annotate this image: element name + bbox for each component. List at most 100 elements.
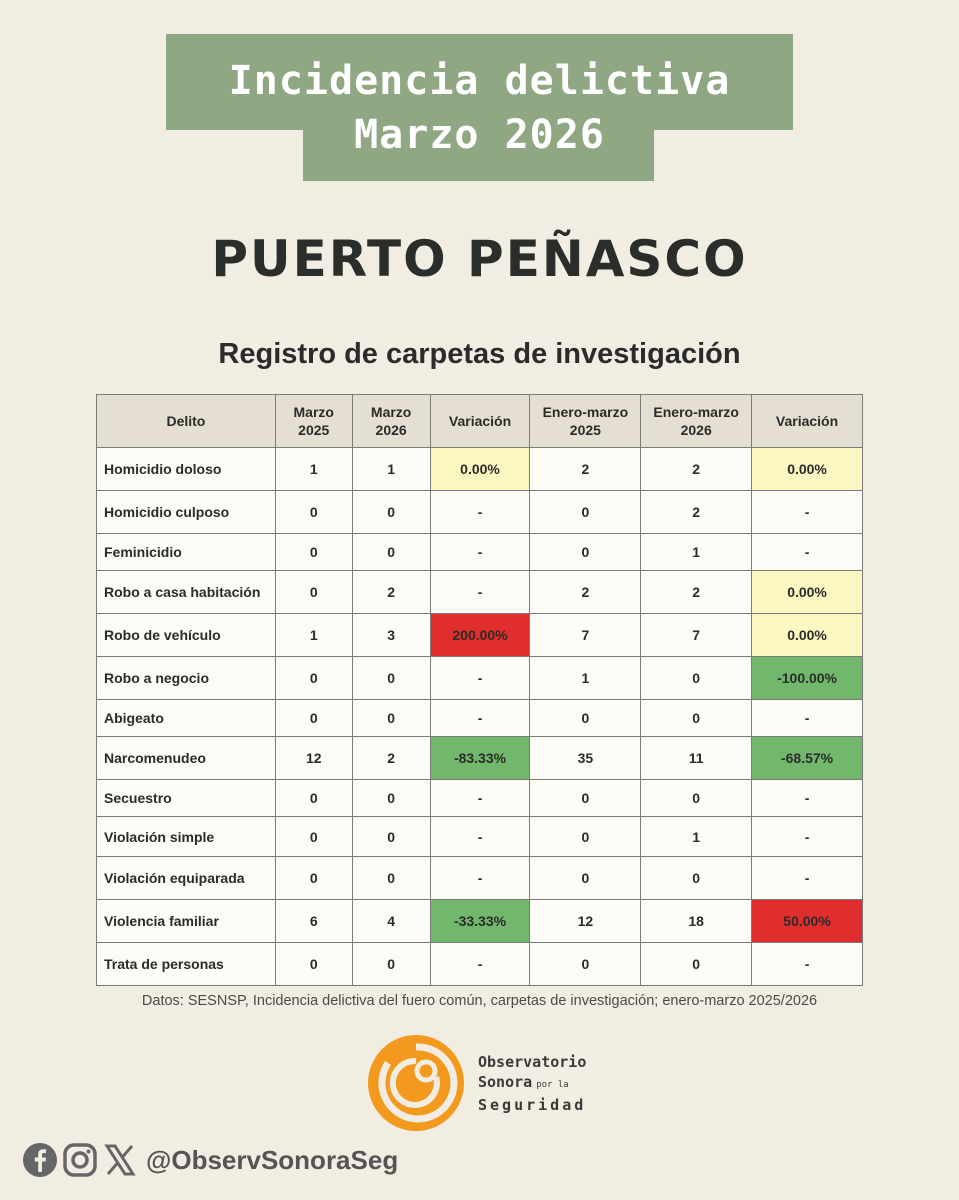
- cell-variacion-enero-marzo: 50.00%: [751, 899, 863, 943]
- cell-variacion-enero-marzo: 0.00%: [751, 570, 863, 614]
- social-handle[interactable]: @ObservSonoraSeg: [146, 1144, 399, 1175]
- cell-marzo-2026: 1: [351, 447, 431, 491]
- cell-delito: Violación equiparada: [96, 856, 276, 900]
- cell-variacion-marzo: -: [429, 490, 531, 534]
- table-subtitle: Registro de carpetas de investigación: [218, 338, 741, 370]
- cell-marzo-2025: 0: [274, 942, 353, 986]
- observatorio-logo-icon: [368, 1035, 464, 1131]
- cell-marzo-2026: 2: [351, 736, 431, 780]
- header-cell-1: Marzo 2025: [274, 394, 353, 448]
- cell-marzo-2026: 0: [351, 699, 431, 737]
- cell-marzo-2026: 0: [351, 490, 431, 534]
- cell-marzo-2026: 0: [351, 816, 431, 857]
- social-bar: @ObservSonoraSeg: [22, 1140, 398, 1180]
- cell-variacion-enero-marzo: 0.00%: [751, 613, 863, 657]
- table-row: Robo de vehículo 1 3 200.00% 7 7 0.00%: [96, 613, 863, 657]
- x-icon[interactable]: [102, 1142, 138, 1178]
- cell-variacion-marzo: -: [429, 699, 531, 737]
- cell-variacion-enero-marzo: -68.57%: [751, 736, 863, 780]
- table-row: Violencia familiar 6 4 -33.33% 12 18 50.00%: [96, 899, 863, 943]
- cell-marzo-2026: 0: [351, 942, 431, 986]
- cell-variacion-enero-marzo: -: [751, 942, 863, 986]
- title-line-1: Incidencia delictiva: [228, 58, 731, 104]
- cell-variacion-enero-marzo: -: [751, 699, 863, 737]
- cell-variacion-enero-marzo: 0.00%: [751, 447, 863, 491]
- cell-marzo-2025: 0: [274, 816, 353, 857]
- logo-text: Observatorio Sonora por la Seguridad: [478, 1052, 586, 1115]
- source-note: Datos: SESNSP, Incidencia delictiva del …: [141, 993, 818, 1009]
- cell-enero-marzo-2026: 0: [640, 779, 753, 817]
- table-body: Homicidio doloso 1 1 0.00% 2 2 0.00% Homicidio …: [96, 447, 863, 986]
- header-cell-3: Variación: [429, 394, 531, 448]
- cell-marzo-2025: 0: [274, 533, 353, 571]
- cell-variacion-enero-marzo: -100.00%: [751, 656, 863, 700]
- logo-line-3: Seguridad: [478, 1096, 587, 1114]
- cell-variacion-marzo: -: [429, 779, 531, 817]
- table-row: Violación simple 0 0-0 1-: [96, 816, 863, 857]
- table-row: Homicidio doloso 1 1 0.00% 2 2 0.00%: [96, 447, 863, 491]
- logo-line-1: Observatorio: [478, 1053, 587, 1071]
- cell-enero-marzo-2025: 0: [529, 779, 642, 817]
- page-title: Incidencia delictiva Marzo 2026: [166, 54, 793, 162]
- cell-enero-marzo-2025: 1: [529, 656, 642, 700]
- cell-enero-marzo-2026: 7: [640, 613, 753, 657]
- cell-marzo-2025: 0: [274, 779, 353, 817]
- incidence-table: Delito Marzo 2025 Marzo 2026 Variación Enero-m…: [96, 394, 863, 986]
- table-row: Narcomenudeo 12 2 -83.33% 35 11 -68.57%: [96, 736, 863, 780]
- cell-enero-marzo-2025: 0: [529, 533, 642, 571]
- cell-enero-marzo-2025: 0: [529, 490, 642, 534]
- cell-delito: Homicidio culposo: [96, 490, 276, 534]
- logo-line-2-main: Sonora: [478, 1073, 533, 1091]
- cell-marzo-2026: 0: [351, 779, 431, 817]
- cell-variacion-enero-marzo: -: [751, 533, 863, 571]
- cell-delito: Robo a negocio: [96, 656, 276, 700]
- header-cell-5: Enero-marzo 2026: [640, 394, 753, 448]
- cell-variacion-marzo: -: [429, 656, 531, 700]
- cell-enero-marzo-2025: 12: [529, 899, 642, 943]
- cell-variacion-marzo: -: [429, 856, 531, 900]
- cell-marzo-2025: 1: [274, 613, 353, 657]
- cell-enero-marzo-2026: 0: [640, 656, 753, 700]
- cell-enero-marzo-2025: 0: [529, 942, 642, 986]
- table-row: Trata de personas 0 0-0 0-: [96, 942, 863, 986]
- title-banner: [166, 34, 793, 130]
- cell-delito: Narcomenudeo: [96, 736, 276, 780]
- cell-variacion-enero-marzo: -: [751, 856, 863, 900]
- cell-marzo-2025: 0: [274, 570, 353, 614]
- cell-marzo-2026: 0: [351, 656, 431, 700]
- cell-variacion-marzo: 200.00%: [429, 613, 531, 657]
- table-row: Homicidio culposo 0 0-0 2-: [96, 490, 863, 534]
- facebook-icon[interactable]: [22, 1142, 58, 1178]
- cell-enero-marzo-2025: 0: [529, 856, 642, 900]
- cell-variacion-enero-marzo: -: [751, 490, 863, 534]
- table-row: Abigeato 0 0-0 0-: [96, 699, 863, 737]
- instagram-icon[interactable]: [62, 1142, 98, 1178]
- cell-marzo-2025: 0: [274, 490, 353, 534]
- cell-delito: Violación simple: [96, 816, 276, 857]
- table-row: Feminicidio 0 0-0 1-: [96, 533, 863, 571]
- cell-enero-marzo-2026: 1: [640, 816, 753, 857]
- cell-variacion-marzo: 0.00%: [429, 447, 531, 491]
- cell-marzo-2026: 3: [351, 613, 431, 657]
- cell-variacion-enero-marzo: -: [751, 816, 863, 857]
- cell-variacion-marzo: -: [429, 570, 531, 614]
- cell-marzo-2025: 6: [274, 899, 353, 943]
- cell-enero-marzo-2026: 2: [640, 447, 753, 491]
- cell-variacion-marzo: -33.33%: [429, 899, 531, 943]
- cell-marzo-2025: 0: [274, 656, 353, 700]
- title-banner-lower: [303, 128, 654, 181]
- table-header-row: Delito Marzo 2025 Marzo 2026 Variación Enero-m…: [96, 394, 863, 448]
- cell-delito: Abigeato: [96, 699, 276, 737]
- cell-delito: Secuestro: [96, 779, 276, 817]
- cell-delito: Robo a casa habitación: [96, 570, 276, 614]
- city-name: PUERTO PEÑASCO: [211, 230, 748, 288]
- table-row: Robo a negocio 0 0-1 0 -100.00%: [96, 656, 863, 700]
- cell-marzo-2025: 1: [274, 447, 353, 491]
- cell-variacion-marzo: -: [429, 816, 531, 857]
- header-cell-2: Marzo 2026: [351, 394, 431, 448]
- header-cell-0: Delito: [96, 394, 276, 448]
- cell-enero-marzo-2025: 0: [529, 699, 642, 737]
- cell-enero-marzo-2026: 11: [640, 736, 753, 780]
- cell-variacion-enero-marzo: -: [751, 779, 863, 817]
- header-cell-4: Enero-marzo 2025: [529, 394, 642, 448]
